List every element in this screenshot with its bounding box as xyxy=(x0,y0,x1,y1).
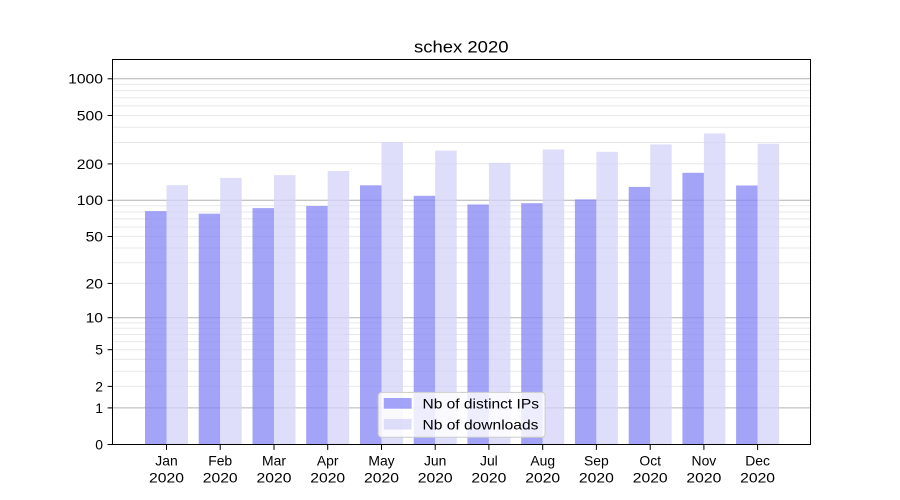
svg-text:Apr: Apr xyxy=(317,453,339,469)
svg-text:2020: 2020 xyxy=(579,469,614,485)
svg-text:2020: 2020 xyxy=(418,469,453,485)
svg-text:Nov: Nov xyxy=(692,453,717,469)
svg-text:Nb of downloads: Nb of downloads xyxy=(423,416,539,432)
svg-text:200: 200 xyxy=(77,156,103,172)
svg-text:2020: 2020 xyxy=(310,469,345,485)
svg-text:May: May xyxy=(368,453,394,469)
svg-text:Jan: Jan xyxy=(155,453,177,469)
svg-text:Nb of distinct IPs: Nb of distinct IPs xyxy=(423,395,540,411)
svg-text:2020: 2020 xyxy=(633,469,668,485)
svg-text:Sep: Sep xyxy=(584,453,609,469)
svg-text:5: 5 xyxy=(95,342,103,358)
svg-text:Mar: Mar xyxy=(262,453,286,469)
svg-text:500: 500 xyxy=(77,107,103,123)
svg-text:1000: 1000 xyxy=(68,71,103,87)
svg-text:50: 50 xyxy=(86,228,104,244)
svg-text:2020: 2020 xyxy=(257,469,292,485)
svg-text:2020: 2020 xyxy=(686,469,721,485)
svg-text:Dec: Dec xyxy=(745,453,770,469)
svg-text:10: 10 xyxy=(86,310,104,326)
svg-text:Feb: Feb xyxy=(208,453,232,469)
svg-text:Jun: Jun xyxy=(424,453,446,469)
svg-text:Jul: Jul xyxy=(480,453,498,469)
svg-text:2020: 2020 xyxy=(149,469,184,485)
svg-text:1: 1 xyxy=(95,400,103,416)
svg-text:2020: 2020 xyxy=(471,469,506,485)
svg-text:Oct: Oct xyxy=(639,453,661,469)
svg-text:2020: 2020 xyxy=(525,469,560,485)
svg-text:100: 100 xyxy=(77,192,103,208)
svg-text:schex 2020: schex 2020 xyxy=(414,38,509,57)
svg-text:2020: 2020 xyxy=(740,469,775,485)
svg-text:0: 0 xyxy=(95,437,103,453)
svg-text:2: 2 xyxy=(95,378,103,394)
svg-text:2020: 2020 xyxy=(364,469,399,485)
svg-text:2020: 2020 xyxy=(203,469,238,485)
svg-text:20: 20 xyxy=(86,275,104,291)
svg-text:Aug: Aug xyxy=(530,453,555,469)
